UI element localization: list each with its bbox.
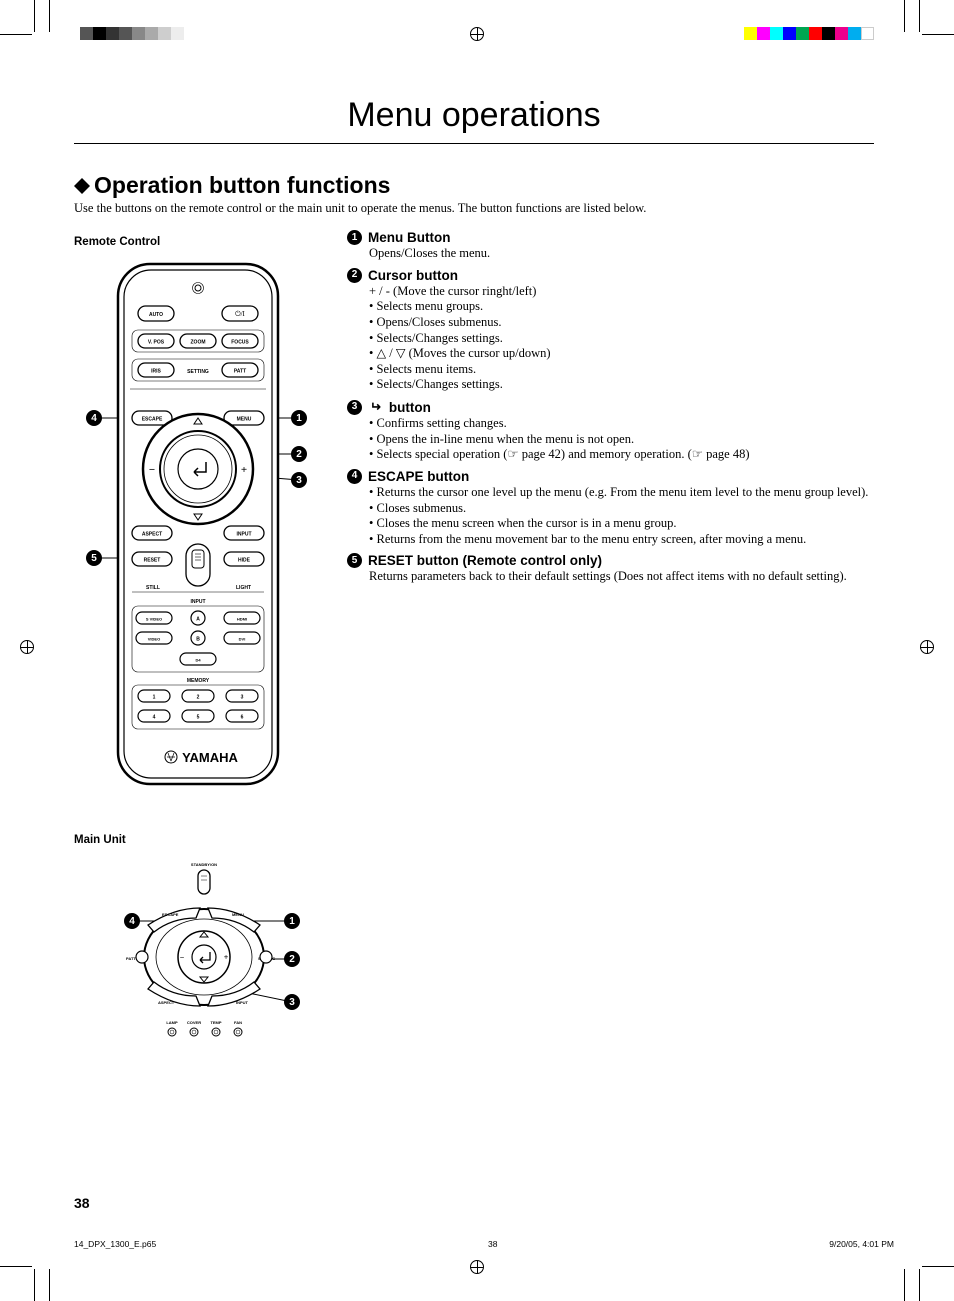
svg-text:INPUT: INPUT xyxy=(236,1000,249,1005)
svg-text:FOCUS: FOCUS xyxy=(231,340,249,346)
diamond-icon xyxy=(74,170,90,186)
remote-control-figure: 4 1 2 3 5 xyxy=(74,254,329,804)
svg-text:3: 3 xyxy=(241,695,244,701)
callout-num-4: 4 xyxy=(347,469,362,484)
svg-text:INPUT: INPUT xyxy=(191,599,206,605)
svg-text:5: 5 xyxy=(197,715,200,721)
callout-num-5: 5 xyxy=(347,553,362,568)
svg-text:6: 6 xyxy=(241,715,244,721)
main-unit-figure: 4 1 2 3 STANDBY/ON − xyxy=(74,852,329,1052)
svg-text:V. POS: V. POS xyxy=(148,340,165,346)
svg-text:MEMORY: MEMORY xyxy=(187,678,210,684)
svg-text:LIGHT: LIGHT xyxy=(236,585,251,591)
svg-text:COVER: COVER xyxy=(187,1020,201,1025)
title-rule xyxy=(74,143,874,144)
svg-text:D4: D4 xyxy=(195,657,201,662)
svg-text:PATT: PATT xyxy=(234,369,246,375)
footer: 14_DPX_1300_E.p65 38 9/20/05, 4:01 PM xyxy=(74,1239,894,1249)
callout-num-1: 1 xyxy=(347,230,362,245)
svg-text:LAMP: LAMP xyxy=(166,1020,178,1025)
svg-text:5: 5 xyxy=(91,553,97,564)
figure-label-mainunit: Main Unit xyxy=(74,834,329,846)
svg-text:TEMP: TEMP xyxy=(210,1020,221,1025)
registration-mark xyxy=(20,640,34,654)
svg-text:1: 1 xyxy=(296,413,302,424)
svg-text:STANDBY/ON: STANDBY/ON xyxy=(191,862,217,867)
svg-text:AUTO: AUTO xyxy=(149,312,163,318)
svg-text:SETTING: SETTING xyxy=(187,369,209,375)
registration-mark xyxy=(470,27,484,41)
svg-text:ESCAPE: ESCAPE xyxy=(142,417,163,423)
enter-icon: ↵ xyxy=(370,399,381,415)
svg-text:ASPECT: ASPECT xyxy=(158,1000,175,1005)
svg-text:YAMAHA: YAMAHA xyxy=(182,750,238,765)
definition-item: 4ESCAPE button Returns the cursor one le… xyxy=(347,469,874,548)
definition-item: 5RESET button (Remote control only) Retu… xyxy=(347,553,874,585)
svg-text:−: − xyxy=(180,953,185,962)
svg-text:B: B xyxy=(196,637,200,643)
svg-text:HIDE: HIDE xyxy=(238,558,251,564)
svg-text:−: − xyxy=(149,464,155,476)
svg-text:1: 1 xyxy=(289,916,295,927)
svg-text:4: 4 xyxy=(129,916,135,927)
svg-text:2: 2 xyxy=(296,449,302,460)
svg-text:HDMI: HDMI xyxy=(237,616,247,621)
svg-text:ZOOM: ZOOM xyxy=(191,340,206,346)
svg-text:RESET: RESET xyxy=(144,558,161,564)
definition-item: 2Cursor button + / - (Move the cursor ri… xyxy=(347,268,874,393)
callout-num-2: 2 xyxy=(347,268,362,283)
svg-text:VIDEO: VIDEO xyxy=(148,636,160,641)
figure-label-remote: Remote Control xyxy=(74,236,329,248)
svg-text:IRIS: IRIS xyxy=(151,369,161,375)
svg-text:+: + xyxy=(224,953,229,962)
svg-text:+: + xyxy=(241,464,247,476)
svg-text:3: 3 xyxy=(289,997,295,1008)
svg-text:S VIDEO: S VIDEO xyxy=(146,616,162,621)
svg-text:2: 2 xyxy=(289,954,295,965)
svg-text:STILL: STILL xyxy=(146,585,160,591)
callout-num-3: 3 xyxy=(347,400,362,415)
section-heading: Operation button functions xyxy=(74,172,874,199)
svg-text:DVI: DVI xyxy=(239,636,246,641)
colorbar-left xyxy=(80,27,184,40)
registration-mark xyxy=(470,1260,484,1274)
svg-text:ESCAPE: ESCAPE xyxy=(162,912,179,917)
definition-item: 3↵button Confirms setting changes. Opens… xyxy=(347,399,874,463)
registration-mark xyxy=(920,640,934,654)
svg-text:4: 4 xyxy=(153,715,156,721)
colorbar-right xyxy=(744,27,874,40)
svg-text:4: 4 xyxy=(91,413,97,424)
svg-text:3: 3 xyxy=(296,475,302,486)
definition-item: 1Menu Button Opens/Closes the menu. xyxy=(347,230,874,262)
svg-text:MENU: MENU xyxy=(237,417,252,423)
svg-text:ASPECT: ASPECT xyxy=(142,532,162,538)
section-intro: Use the buttons on the remote control or… xyxy=(74,201,874,216)
svg-text:FAN: FAN xyxy=(234,1020,242,1025)
svg-text:A: A xyxy=(196,617,200,623)
svg-text:MENU: MENU xyxy=(232,912,244,917)
svg-text:1: 1 xyxy=(153,695,156,701)
svg-text:⏻/I: ⏻/I xyxy=(235,310,245,318)
page-title: Menu operations xyxy=(74,96,874,135)
svg-text:INPUT: INPUT xyxy=(237,532,252,538)
svg-text:2: 2 xyxy=(197,695,200,701)
page-number: 38 xyxy=(74,1195,90,1211)
